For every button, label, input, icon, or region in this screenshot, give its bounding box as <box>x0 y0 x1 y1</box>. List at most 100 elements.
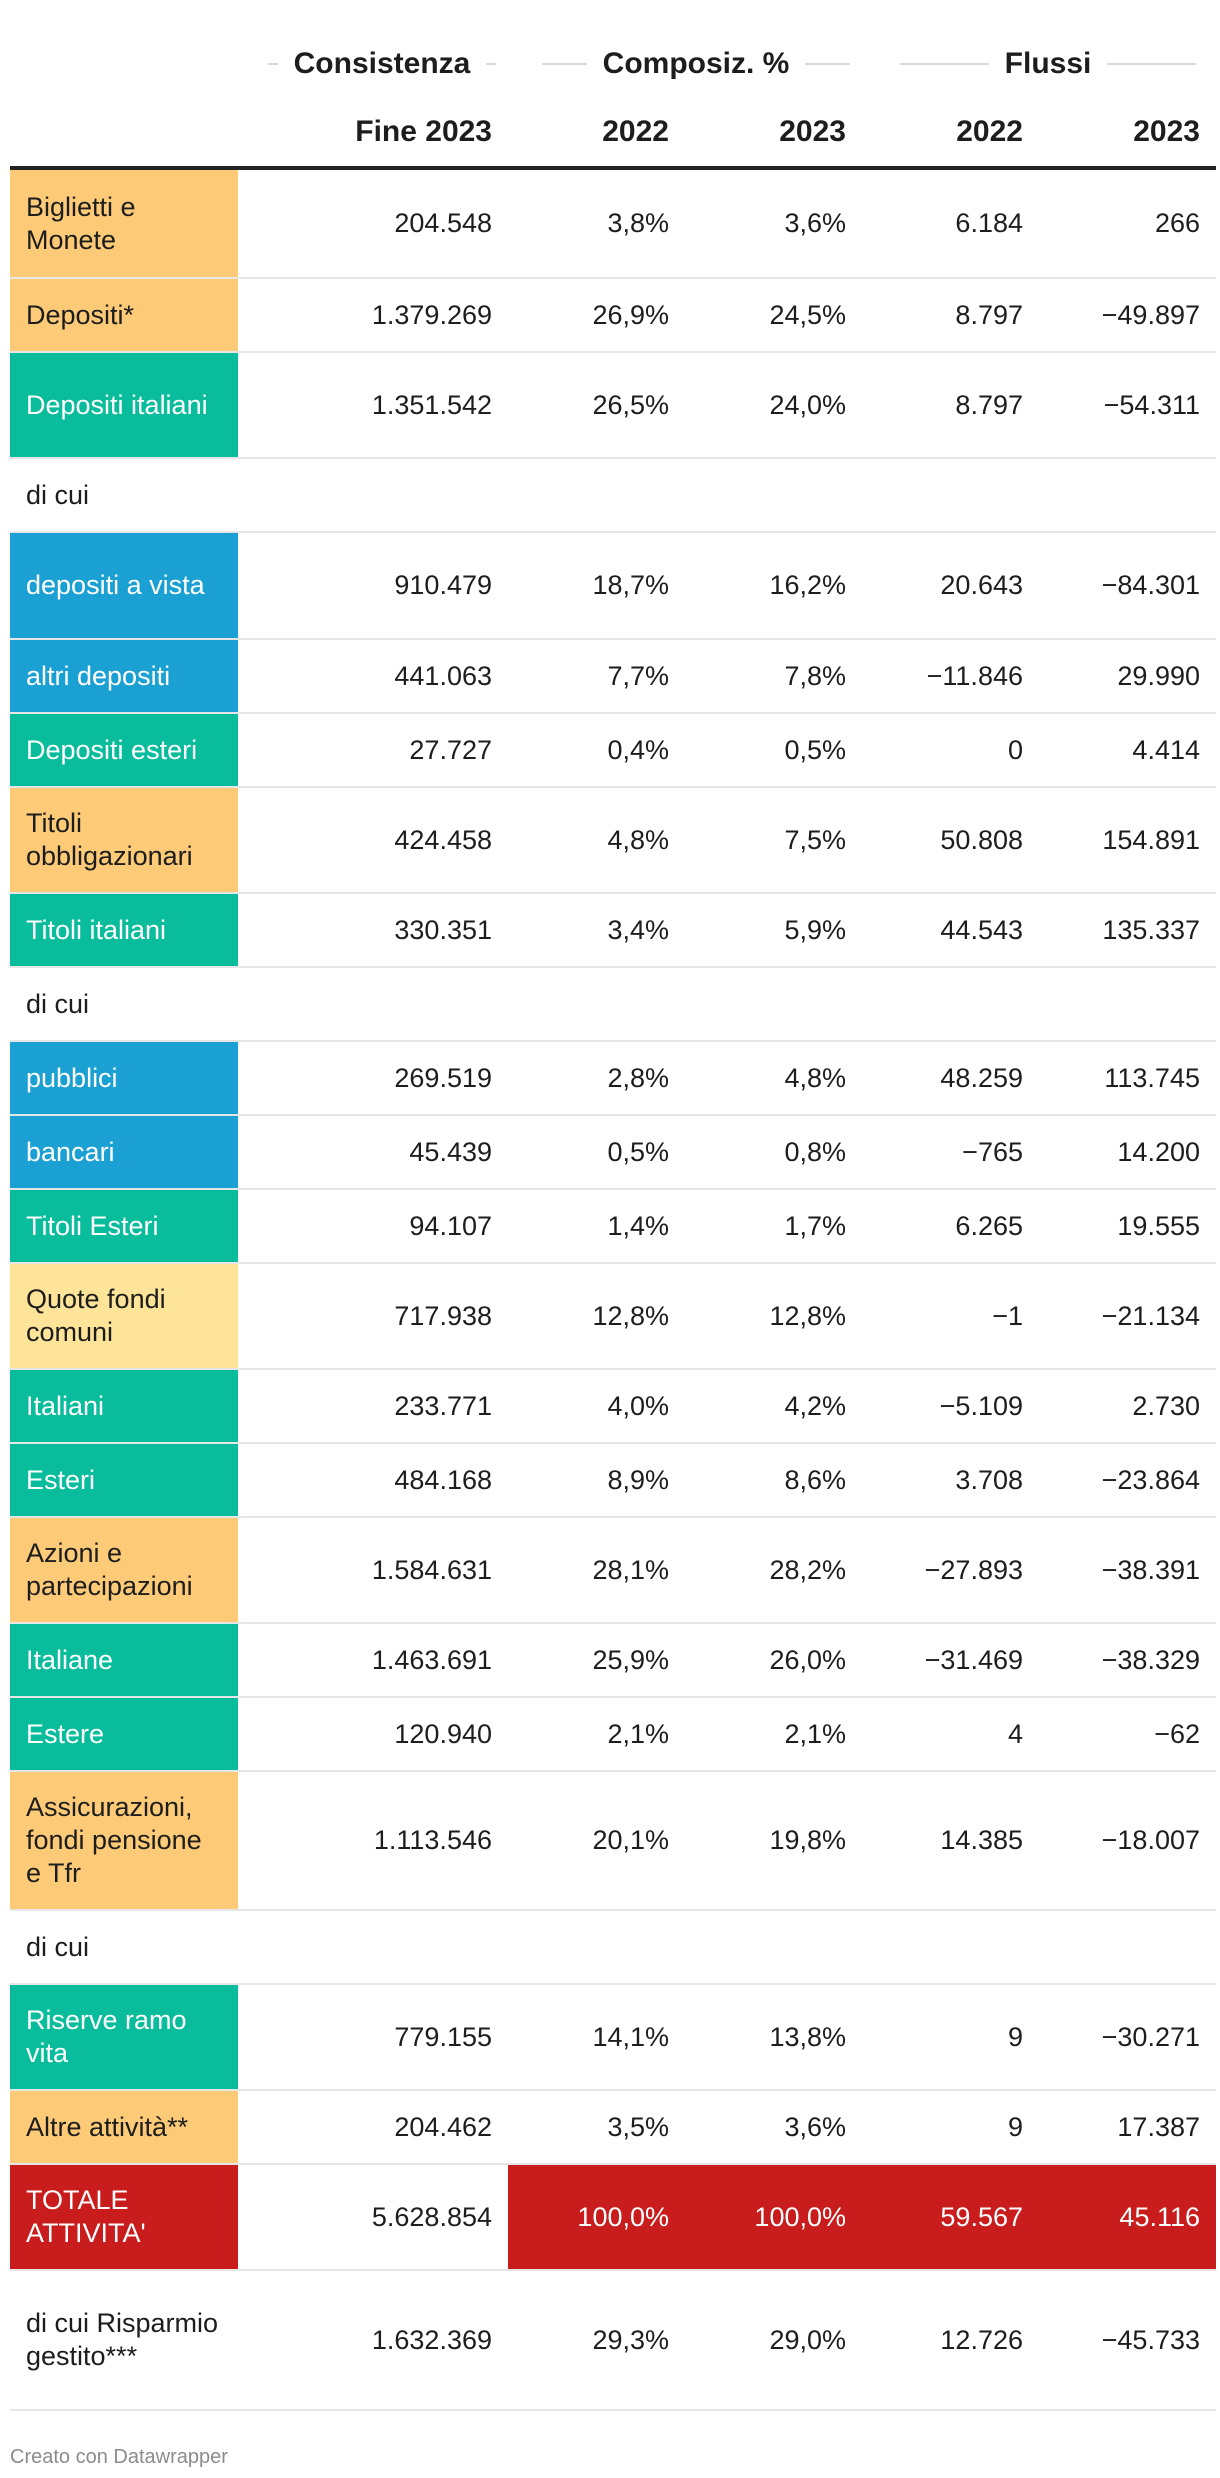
row-label: altri depositi <box>10 639 238 714</box>
cell-value: 24,0% <box>685 352 862 459</box>
cell-value <box>1039 967 1216 1042</box>
cell-value: 29,3% <box>508 2270 685 2411</box>
row-label: depositi a vista <box>10 532 238 640</box>
cell-value <box>238 1910 508 1985</box>
column-header-flussi2022: 2022 <box>956 115 1023 148</box>
table-row: Titoli obbligazionari 424.458 4,8% 7,5% 50.8… <box>10 787 1216 894</box>
cell-value: 14,1% <box>508 1984 685 2091</box>
cell-value: 5.628.854 <box>238 2164 508 2271</box>
table-row: Italiane 1.463.691 25,9% 26,0% −31.469 −38.32… <box>10 1623 1216 1698</box>
row-label: Altre attività** <box>10 2090 238 2165</box>
cell-value: 12,8% <box>685 1263 862 1370</box>
cell-value: 28,2% <box>685 1517 862 1624</box>
cell-value: 26,5% <box>508 352 685 459</box>
cell-value: 25,9% <box>508 1623 685 1698</box>
cell-value: 7,8% <box>685 639 862 714</box>
cell-value: 16,2% <box>685 532 862 640</box>
table-row: Titoli Esteri 94.107 1,4% 1,7% 6.265 19.555 <box>10 1189 1216 1264</box>
cell-value: 8.797 <box>862 278 1039 353</box>
group-header-composiz: Composiz. % <box>542 30 850 98</box>
cell-value <box>508 967 685 1042</box>
cell-value: 18,7% <box>508 532 685 640</box>
cell-value: 910.479 <box>238 532 508 640</box>
cell-value <box>238 458 508 533</box>
cell-value: 14.385 <box>862 1771 1039 1911</box>
row-label: Esteri <box>10 1443 238 1518</box>
cell-value: 19,8% <box>685 1771 862 1911</box>
row-label: Titoli obbligazionari <box>10 787 238 894</box>
column-header-comp2023: 2023 <box>779 115 846 148</box>
cell-value: 26,9% <box>508 278 685 353</box>
cell-value: 13,8% <box>685 1984 862 2091</box>
table-row: depositi a vista 910.479 18,7% 16,2% 20.643−… <box>10 532 1216 640</box>
cell-value: 120.940 <box>238 1697 508 1772</box>
cell-value: 7,7% <box>508 639 685 714</box>
cell-value: −765 <box>862 1115 1039 1190</box>
cell-value <box>1039 458 1216 533</box>
cell-value: 1.584.631 <box>238 1517 508 1624</box>
cell-value: 3,8% <box>508 170 685 279</box>
cell-value: 204.462 <box>238 2090 508 2165</box>
cell-value: 1,7% <box>685 1189 862 1264</box>
table-row: Azioni e partecipazioni 1.584.631 28,1% 28,… <box>10 1517 1216 1624</box>
row-label: TOTALE ATTIVITA' <box>10 2164 238 2271</box>
cell-value: 1.113.546 <box>238 1771 508 1911</box>
row-label: Depositi esteri <box>10 713 238 788</box>
cell-value: 113.745 <box>1039 1041 1216 1116</box>
row-label: di cui <box>10 1910 238 1985</box>
cell-value: 12.726 <box>862 2270 1039 2411</box>
cell-value: 29,0% <box>685 2270 862 2411</box>
cell-value: 4.414 <box>1039 713 1216 788</box>
cell-value: 1.379.269 <box>238 278 508 353</box>
row-label: Titoli italiani <box>10 893 238 968</box>
row-label: di cui <box>10 967 238 1042</box>
column-header-row: Fine 2023 2022 2023 2022 2023 <box>10 98 1216 170</box>
group-header-row: Consistenza Composiz. % Flussi <box>10 30 1216 98</box>
cell-value: −45.733 <box>1039 2270 1216 2411</box>
cell-value <box>508 1910 685 1985</box>
cell-value: 1,4% <box>508 1189 685 1264</box>
row-label: Biglietti e Monete <box>10 170 238 279</box>
row-label: pubblici <box>10 1041 238 1116</box>
cell-value: 48.259 <box>862 1041 1039 1116</box>
cell-value: 8,6% <box>685 1443 862 1518</box>
cell-value: 4,8% <box>508 787 685 894</box>
cell-value: −31.469 <box>862 1623 1039 1698</box>
cell-value: 26,0% <box>685 1623 862 1698</box>
table-row: Riserve ramo vita 779.155 14,1% 13,8% 9 −30.2… <box>10 1984 1216 2091</box>
table-body: Biglietti e Monete 204.548 3,8% 3,6% 6.184 26… <box>10 170 1216 2411</box>
group-header-flussi: Flussi <box>900 30 1197 98</box>
cell-value: 0 <box>862 713 1039 788</box>
cell-value: 14.200 <box>1039 1115 1216 1190</box>
table-row: Depositi* 1.379.269 26,9% 24,5% 8.797 −49.897 <box>10 278 1216 353</box>
cell-value: 59.567 <box>862 2164 1039 2271</box>
cell-value: 50.808 <box>862 787 1039 894</box>
cell-value: 1.463.691 <box>238 1623 508 1698</box>
cell-value: 269.519 <box>238 1041 508 1116</box>
table-row: Biglietti e Monete 204.548 3,8% 3,6% 6.184 26… <box>10 170 1216 279</box>
cell-value: 6.184 <box>862 170 1039 279</box>
cell-value: 154.891 <box>1039 787 1216 894</box>
cell-value: 8,9% <box>508 1443 685 1518</box>
table-row: Altre attività** 204.462 3,5% 3,6% 9 17.387 <box>10 2090 1216 2165</box>
cell-value: 19.555 <box>1039 1189 1216 1264</box>
cell-value: 28,1% <box>508 1517 685 1624</box>
cell-value: 2,1% <box>685 1697 862 1772</box>
cell-value: −21.134 <box>1039 1263 1216 1370</box>
row-label: Estere <box>10 1697 238 1772</box>
table-row: altri depositi 441.063 7,7% 7,8% −11.846 29.9… <box>10 639 1216 714</box>
cell-value: 4,2% <box>685 1369 862 1444</box>
cell-value: 45.116 <box>1039 2164 1216 2271</box>
cell-value: 3,5% <box>508 2090 685 2165</box>
cell-value: 3,4% <box>508 893 685 968</box>
cell-value: −11.846 <box>862 639 1039 714</box>
cell-value: 0,5% <box>685 713 862 788</box>
cell-value: 27.727 <box>238 713 508 788</box>
column-header-comp2022: 2022 <box>602 115 669 148</box>
cell-value: −49.897 <box>1039 278 1216 353</box>
table-row: bancari 45.439 0,5% 0,8% −765 14.200 <box>10 1115 1216 1190</box>
table-row: Quote fondi comuni 717.938 12,8% 12,8% −1 −21… <box>10 1263 1216 1370</box>
row-label: di cui Risparmio gestito*** <box>10 2270 238 2411</box>
cell-value: 424.458 <box>238 787 508 894</box>
cell-value: 3,6% <box>685 2090 862 2165</box>
